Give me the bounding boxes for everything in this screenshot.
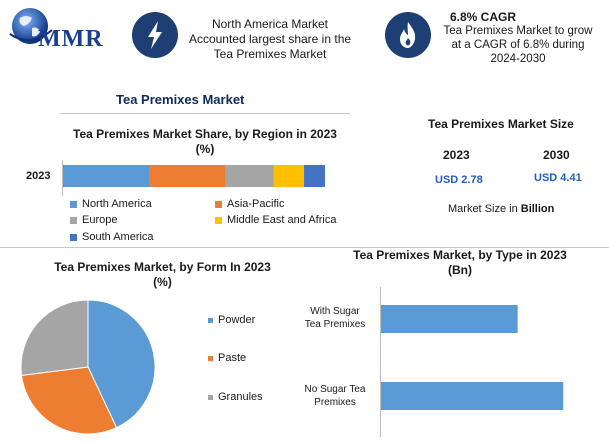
logo-text: MMR xyxy=(38,26,104,52)
header-box-2: 6.8% CAGR Tea Premixes Market to grow at… xyxy=(438,10,598,66)
legend-swatch xyxy=(208,394,213,400)
form-pie-chart xyxy=(20,299,156,435)
region-stacked-bar-chart xyxy=(63,165,325,187)
legend-paste: Paste xyxy=(208,352,246,364)
legend-swatch xyxy=(70,200,77,208)
type-bar-chart xyxy=(381,305,564,410)
legend-swatch xyxy=(208,317,213,323)
cagr-title: 6.8% CAGR xyxy=(450,10,517,24)
region-bar-segment-middle-east-and-africa xyxy=(273,165,305,187)
type-axis-line xyxy=(380,287,381,437)
market-size-year-2023: 2023 xyxy=(443,148,470,162)
logo: MMR xyxy=(6,4,116,54)
main-title: Tea Premixes Market xyxy=(116,92,245,107)
region-chart-title: Tea Premixes Market Share, by Region in … xyxy=(73,127,337,156)
market-size-title: Tea Premixes Market Size xyxy=(428,117,574,131)
legend-asia-pacific: Asia-Pacific xyxy=(215,198,284,210)
legend-swatch xyxy=(215,216,222,224)
legend-powder: Powder xyxy=(208,314,255,326)
lightning-icon xyxy=(148,21,162,49)
legend-mea: Middle East and Africa xyxy=(215,214,336,226)
market-size-value-2023: USD 2.78 xyxy=(435,174,483,186)
market-size-value-2030: USD 4.41 xyxy=(534,172,582,184)
flame-icon xyxy=(400,22,416,48)
globe-icon xyxy=(9,8,53,44)
legend-swatch xyxy=(70,216,77,224)
type-bar-with-sugar xyxy=(381,305,518,333)
region-bar-segment-asia-pacific xyxy=(149,165,226,187)
top-divider xyxy=(60,113,350,114)
form-chart-title: Tea Premixes Market, by Form In 2023 (%) xyxy=(54,260,271,289)
flame-icon-circle xyxy=(385,12,431,58)
header-box-1: North America Market Accounted largest s… xyxy=(188,17,352,61)
legend-north-america: North America xyxy=(70,198,152,210)
region-chart-category: 2023 xyxy=(26,170,51,182)
region-bar-segment-south-america xyxy=(304,165,325,187)
legend-europe: Europe xyxy=(70,214,117,226)
region-bar-segment-europe xyxy=(225,165,274,187)
legend-granules: Granules xyxy=(208,391,263,403)
market-size-footer: Market Size in Billion xyxy=(448,203,555,215)
region-bar-segment-north-america xyxy=(63,165,150,187)
region-axis-line xyxy=(62,160,63,196)
type-chart-title: Tea Premixes Market, by Type in 2023 (Bn… xyxy=(353,248,567,277)
market-size-year-2030: 2030 xyxy=(543,148,570,162)
pie-slice-paste xyxy=(20,366,118,435)
type-category-label: With Sugar Tea Premixes xyxy=(304,306,366,330)
pie-slice-granules xyxy=(20,299,89,376)
legend-swatch xyxy=(208,355,213,361)
type-category-label: No Sugar Tea Premixes xyxy=(304,384,366,408)
pie-slice-powder xyxy=(87,299,156,429)
legend-south-america: South America xyxy=(70,231,154,243)
legend-swatch xyxy=(215,200,222,208)
mid-divider xyxy=(0,247,609,248)
type-bar-no-sugar xyxy=(381,382,564,410)
legend-swatch xyxy=(70,233,77,241)
lightning-icon-circle xyxy=(132,12,178,58)
